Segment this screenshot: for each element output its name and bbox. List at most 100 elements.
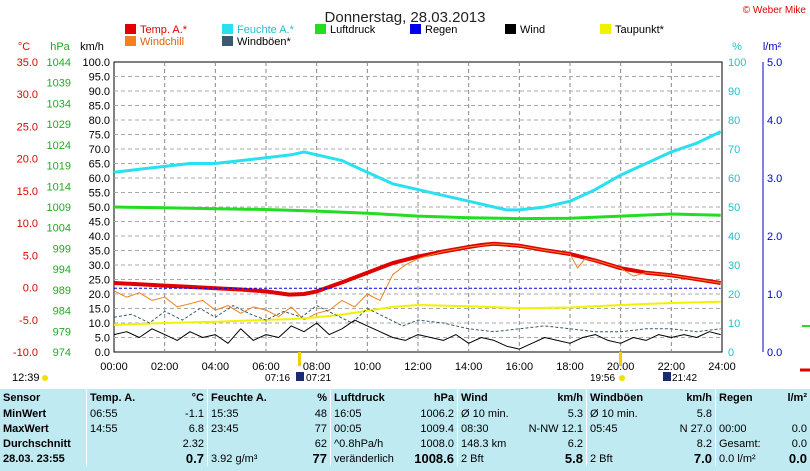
wind-tick-label: 5.0 [95, 333, 110, 345]
rain-amount: 0.0 l/m² [715, 451, 782, 466]
pressure-tick-label: 999 [53, 243, 71, 255]
pressure-tick-label: 1019 [47, 161, 71, 173]
wind-time: 08:30 [457, 421, 524, 436]
summary-row-current: 28.03. 23:55 0.7 3.92 g/m³ 77 veränderli… [0, 451, 810, 466]
series-line-taupunkt [113, 300, 721, 326]
hdr-rain-unit: l/m² [787, 391, 807, 404]
rain-total-label: Gesamt: [715, 436, 782, 451]
wind-beaufort: 2 Bft [457, 451, 524, 466]
x-tick-label: 22:00 [658, 361, 686, 373]
humidity-tick-label: 20 [728, 289, 740, 301]
series-line-windb-en [113, 305, 721, 333]
temp-time [86, 436, 161, 451]
temp-tick-label: 20.0 [17, 154, 38, 166]
temp-tick-label: 0.0 [23, 283, 38, 295]
hum-value: 77 [312, 451, 327, 466]
humidity-tick-label: 80 [728, 115, 740, 127]
press-value: 1006.2 [420, 407, 454, 420]
rain-time [715, 406, 782, 421]
rain-value: 0.0 [791, 422, 807, 435]
sunset-marker [619, 352, 622, 366]
wind-distance: 148.3 km [457, 436, 524, 451]
temp-tick-label: -10.0 [13, 347, 38, 359]
hum-absolute: 3.92 g/m³ [207, 451, 284, 466]
series-line-feuchte-a [113, 130, 722, 212]
legend-swatch [125, 24, 136, 34]
press-time: 00:05 [330, 421, 407, 436]
wind-tick-label: 100.0 [82, 57, 110, 69]
press-value: 1008.6 [414, 451, 454, 466]
axis-tick-labels: 35.0 30.0 25.0 20.0 15.0 10.0 5.0 0.0 -5.0 -10.0 1… [13, 57, 782, 373]
hdr-gust-unit: km/h [686, 391, 712, 404]
hum-time: 23:45 [207, 421, 284, 436]
temp-tick-label: 15.0 [17, 186, 38, 198]
series-line-wind [113, 319, 721, 350]
hdr-sensor: Sensor [3, 391, 41, 404]
pressure-tick-label: 1024 [47, 140, 71, 152]
pressure-tick-label: 1029 [47, 119, 71, 131]
pressure-tick-label: 1034 [47, 98, 71, 110]
x-tick-label: 04:00 [202, 361, 230, 373]
hdr-hum-unit: % [317, 391, 327, 404]
temp-tick-label: -5.0 [19, 315, 38, 327]
wind-tick-label: 15.0 [89, 304, 110, 316]
temp-time [86, 451, 161, 466]
rain-value [782, 406, 810, 421]
press-trend: ^0.8hPa/h [330, 436, 407, 451]
temp-tick-label: 5.0 [23, 250, 38, 262]
wind-tick-label: 65.0 [89, 159, 110, 171]
wind-tick-label: 40.0 [89, 231, 110, 243]
press-value: 1009.4 [420, 422, 454, 435]
pressure-tick-label: 974 [53, 347, 71, 359]
x-tick-label: 10:00 [354, 361, 382, 373]
wind-tick-label: 25.0 [89, 275, 110, 287]
temp-tick-label: 30.0 [17, 89, 38, 101]
wind-tick-label: 60.0 [89, 173, 110, 185]
wind-tick-label: 50.0 [89, 202, 110, 214]
wind-tick-label: 95.0 [89, 72, 110, 84]
humidity-tick-label: 60 [728, 173, 740, 185]
temp-time: 06:55 [86, 406, 161, 421]
humidity-tick-label: 0 [728, 347, 734, 359]
wind-value: 5.8 [564, 451, 583, 466]
x-tick-label: 00:00 [100, 361, 128, 373]
rain-value: 0.0 [791, 437, 807, 450]
gust-value: 5.8 [696, 407, 712, 420]
hdr-wind: Wind [457, 389, 524, 406]
legend-label: Temp. A.* [140, 24, 188, 36]
wind-tick-label: 20.0 [89, 289, 110, 301]
temp-value: 6.8 [188, 422, 204, 435]
humidity-tick-label: 40 [728, 231, 740, 243]
legend-label: Taupunkt* [615, 24, 665, 36]
hdr-press-unit: hPa [433, 391, 454, 404]
hdr-press: Luftdruck [330, 389, 407, 406]
series-line-windchill [113, 243, 721, 321]
legend-label: Luftdruck [330, 24, 376, 36]
x-tick-label: 08:00 [303, 361, 331, 373]
humidity-tick-label: 30 [728, 260, 740, 272]
pressure-tick-label: 1004 [47, 223, 71, 235]
hum-value: 48 [314, 407, 327, 420]
series-line-luftdruck [113, 205, 721, 221]
x-tick-label: 12:00 [404, 361, 432, 373]
pressure-tick-label: 989 [53, 285, 71, 297]
legend-swatch [222, 24, 233, 34]
x-tick-label: 06:00 [252, 361, 280, 373]
unit-wind: km/h [80, 41, 104, 53]
unit-temp: °C [18, 41, 30, 53]
temp-value: 0.7 [185, 451, 204, 466]
temp-tick-label: 10.0 [17, 218, 38, 230]
wind-value: N-NW 12.1 [528, 422, 583, 435]
gust-time: 05:45 [586, 421, 653, 436]
wind-tick-label: 30.0 [89, 260, 110, 272]
row-label: MinWert [3, 407, 47, 420]
x-tick-label: 24:00 [708, 361, 736, 373]
gust-time [586, 436, 653, 451]
legend-swatch [315, 24, 326, 34]
humidity-tick-label: 50 [728, 202, 740, 214]
hum-value: 77 [314, 422, 327, 435]
sunrise-marker [298, 352, 301, 366]
temp-tick-label: 25.0 [17, 121, 38, 133]
rain-tick-label: 0.0 [767, 347, 782, 359]
rain-value: 0.0 [788, 451, 807, 466]
